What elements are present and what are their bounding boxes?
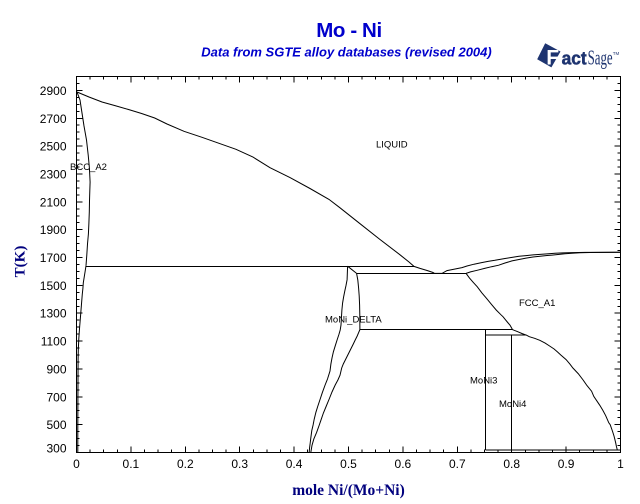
svg-text:500: 500 <box>46 418 66 432</box>
svg-text:0.9: 0.9 <box>558 457 575 471</box>
svg-text:1100: 1100 <box>41 335 67 349</box>
svg-text:2500: 2500 <box>40 140 67 154</box>
svg-text:2300: 2300 <box>40 167 67 181</box>
svg-text:0.2: 0.2 <box>177 457 194 471</box>
svg-text:LIQUID: LIQUID <box>376 140 408 151</box>
svg-text:1900: 1900 <box>40 223 67 237</box>
svg-text:MoNi4: MoNi4 <box>499 399 526 410</box>
svg-text:TM: TM <box>613 51 620 56</box>
svg-text:Mo - Ni: Mo - Ni <box>316 19 382 42</box>
svg-text:0.5: 0.5 <box>340 457 357 471</box>
svg-text:900: 900 <box>46 362 66 376</box>
svg-text:MoNi3: MoNi3 <box>470 376 497 387</box>
svg-text:0.7: 0.7 <box>449 457 466 471</box>
svg-text:0.8: 0.8 <box>503 457 520 471</box>
svg-text:act: act <box>562 48 587 68</box>
svg-text:Data from SGTE alloy databases: Data from SGTE alloy databases (revised … <box>201 45 491 60</box>
svg-text:mole Ni/(Mo+Ni): mole Ni/(Mo+Ni) <box>292 482 405 499</box>
svg-text:0.3: 0.3 <box>231 457 248 471</box>
svg-text:BCC_A2: BCC_A2 <box>70 162 107 173</box>
svg-text:0.6: 0.6 <box>395 457 412 471</box>
svg-text:1700: 1700 <box>40 251 67 265</box>
svg-text:2700: 2700 <box>40 112 67 126</box>
svg-text:T(K): T(K) <box>13 246 29 278</box>
svg-text:MoNi_DELTA: MoNi_DELTA <box>325 315 382 326</box>
svg-text:0.4: 0.4 <box>286 457 303 471</box>
svg-text:2100: 2100 <box>40 195 67 209</box>
svg-text:2900: 2900 <box>40 84 67 98</box>
svg-text:1500: 1500 <box>40 279 67 293</box>
svg-text:1300: 1300 <box>40 307 67 321</box>
svg-text:0: 0 <box>73 457 80 471</box>
svg-text:0.1: 0.1 <box>123 457 140 471</box>
svg-text:300: 300 <box>46 441 66 455</box>
svg-text:Sage: Sage <box>588 45 613 69</box>
svg-text:700: 700 <box>46 390 66 404</box>
svg-text:FCC_A1: FCC_A1 <box>519 298 555 309</box>
svg-text:1: 1 <box>617 457 624 471</box>
svg-text:F: F <box>546 46 559 69</box>
